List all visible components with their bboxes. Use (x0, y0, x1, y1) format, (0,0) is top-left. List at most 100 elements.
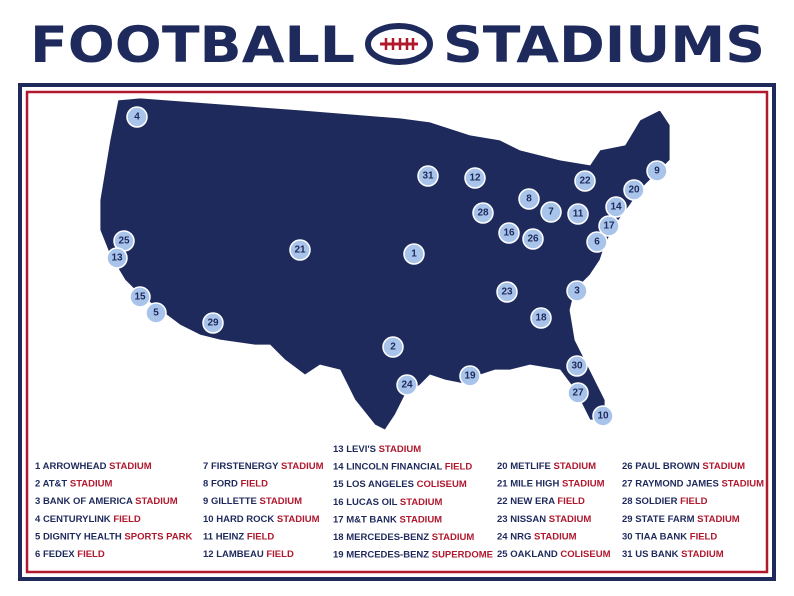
entry-name: US BANK (635, 549, 678, 560)
marker-label: 5 (153, 308, 159, 319)
marker-circle (522, 228, 544, 250)
entry-type: COLISEUM (560, 549, 610, 560)
entry-name: PAUL BROWN (635, 461, 700, 472)
marker-circle (129, 286, 151, 308)
entry-number: 7 (203, 461, 208, 472)
stadium-marker: 9 (646, 160, 668, 182)
entry-name: MERCEDES-BENZ (346, 532, 429, 543)
marker-circle (646, 160, 668, 182)
stadium-marker: 13 (106, 247, 128, 269)
stadium-marker: 31 (417, 165, 439, 187)
legend-entry: 4 CENTURYLINK FIELD (35, 514, 141, 525)
marker-circle (605, 196, 627, 218)
marker-label: 10 (597, 411, 609, 422)
legend-entry: 12 LAMBEAU FIELD (203, 549, 294, 560)
marker-label: 29 (207, 318, 219, 329)
entry-type: STADIUM (135, 496, 178, 507)
entry-name: LOS ANGELES (346, 479, 414, 490)
marker-label: 13 (111, 253, 123, 264)
entry-number: 4 (35, 514, 41, 525)
marker-label: 15 (134, 292, 146, 303)
entry-number: 23 (497, 514, 508, 525)
marker-circle (567, 203, 589, 225)
entry-type: SUPERDOME (432, 550, 493, 561)
legend-entry: 30 TIAA BANK FIELD (622, 531, 717, 542)
legend-entry: 13 LEVI'S STADIUM (333, 444, 421, 455)
marker-label: 21 (294, 245, 306, 256)
marker-circle (106, 247, 128, 269)
marker-label: 11 (573, 209, 584, 220)
marker-circle (623, 179, 645, 201)
legend-entry: 6 FEDEX FIELD (35, 549, 105, 560)
entry-number: 13 (333, 444, 344, 455)
marker-label: 2 (390, 342, 396, 353)
inner-frame (25, 90, 769, 574)
entry-number: 1 (35, 461, 41, 472)
marker-circle (566, 355, 588, 377)
entry-type: FIELD (445, 462, 473, 473)
entry-name: CENTURYLINK (43, 514, 111, 525)
entry-name: OAKLAND (510, 549, 558, 560)
entry-number: 5 (35, 531, 41, 542)
entry-number: 14 (333, 462, 344, 473)
stadium-marker: 23 (496, 281, 518, 303)
stadium-marker: 22 (574, 170, 596, 192)
legend-entry: 2 AT&T STADIUM (35, 479, 113, 490)
entry-name: AT&T (43, 479, 68, 490)
legend-entry: 8 FORD FIELD (203, 479, 268, 490)
entry-name: HEINZ (216, 531, 245, 542)
marker-circle (382, 336, 404, 358)
entry-type: STADIUM (702, 461, 745, 472)
marker-circle (464, 167, 486, 189)
entry-number: 17 (333, 514, 344, 525)
entry-type: FIELD (241, 479, 269, 490)
legend-entry: 26 PAUL BROWN STADIUM (622, 461, 745, 472)
marker-label: 28 (477, 208, 489, 219)
entry-name: M&T BANK (346, 514, 397, 525)
entry-name: MILE HIGH (510, 479, 559, 490)
stadium-marker: 27 (567, 382, 589, 404)
legend-entry: 21 MILE HIGH STADIUM (497, 479, 605, 490)
legend-entry: 9 GILLETTE STADIUM (203, 496, 302, 507)
legend-entry: 3 BANK OF AMERICA STADIUM (35, 496, 178, 507)
marker-label: 7 (548, 207, 554, 218)
marker-label: 17 (603, 221, 615, 232)
legend-entry: 15 LOS ANGELES COLISEUM (333, 479, 467, 490)
entry-number: 29 (622, 514, 633, 525)
entry-number: 2 (35, 479, 40, 490)
entry-type: FIELD (77, 549, 105, 560)
legend-entry: 10 HARD ROCK STADIUM (203, 514, 320, 525)
stadium-marker: 20 (623, 179, 645, 201)
entry-number: 27 (622, 479, 633, 490)
stadium-marker: 19 (459, 365, 481, 387)
entry-number: 6 (35, 549, 40, 560)
legend-entry: 24 NRG STADIUM (497, 531, 577, 542)
marker-circle (530, 307, 552, 329)
marker-circle (540, 201, 562, 223)
marker-label: 27 (572, 388, 584, 399)
marker-circle (396, 374, 418, 396)
entry-type: STADIUM (109, 461, 152, 472)
entry-number: 15 (333, 479, 344, 490)
entry-name: FORD (211, 479, 238, 490)
entry-number: 12 (203, 549, 214, 560)
entry-name: LUCAS OIL (346, 497, 397, 508)
entry-number: 18 (333, 532, 344, 543)
marker-label: 18 (535, 313, 547, 324)
entry-type: FIELD (266, 549, 294, 560)
entry-number: 22 (497, 496, 508, 507)
legend-entry: 25 OAKLAND COLISEUM (497, 549, 611, 560)
entry-type: STADIUM (70, 479, 113, 490)
marker-circle (459, 365, 481, 387)
marker-label: 20 (628, 185, 640, 196)
entry-type: STADIUM (260, 496, 303, 507)
marker-label: 14 (610, 202, 622, 213)
marker-circle (566, 280, 588, 302)
entry-type: STADIUM (277, 514, 320, 525)
entry-name: FIRSTENERGY (211, 461, 279, 472)
marker-circle (145, 302, 167, 324)
entry-number: 21 (497, 479, 508, 490)
marker-label: 19 (464, 371, 476, 382)
stadium-marker: 4 (126, 106, 148, 128)
